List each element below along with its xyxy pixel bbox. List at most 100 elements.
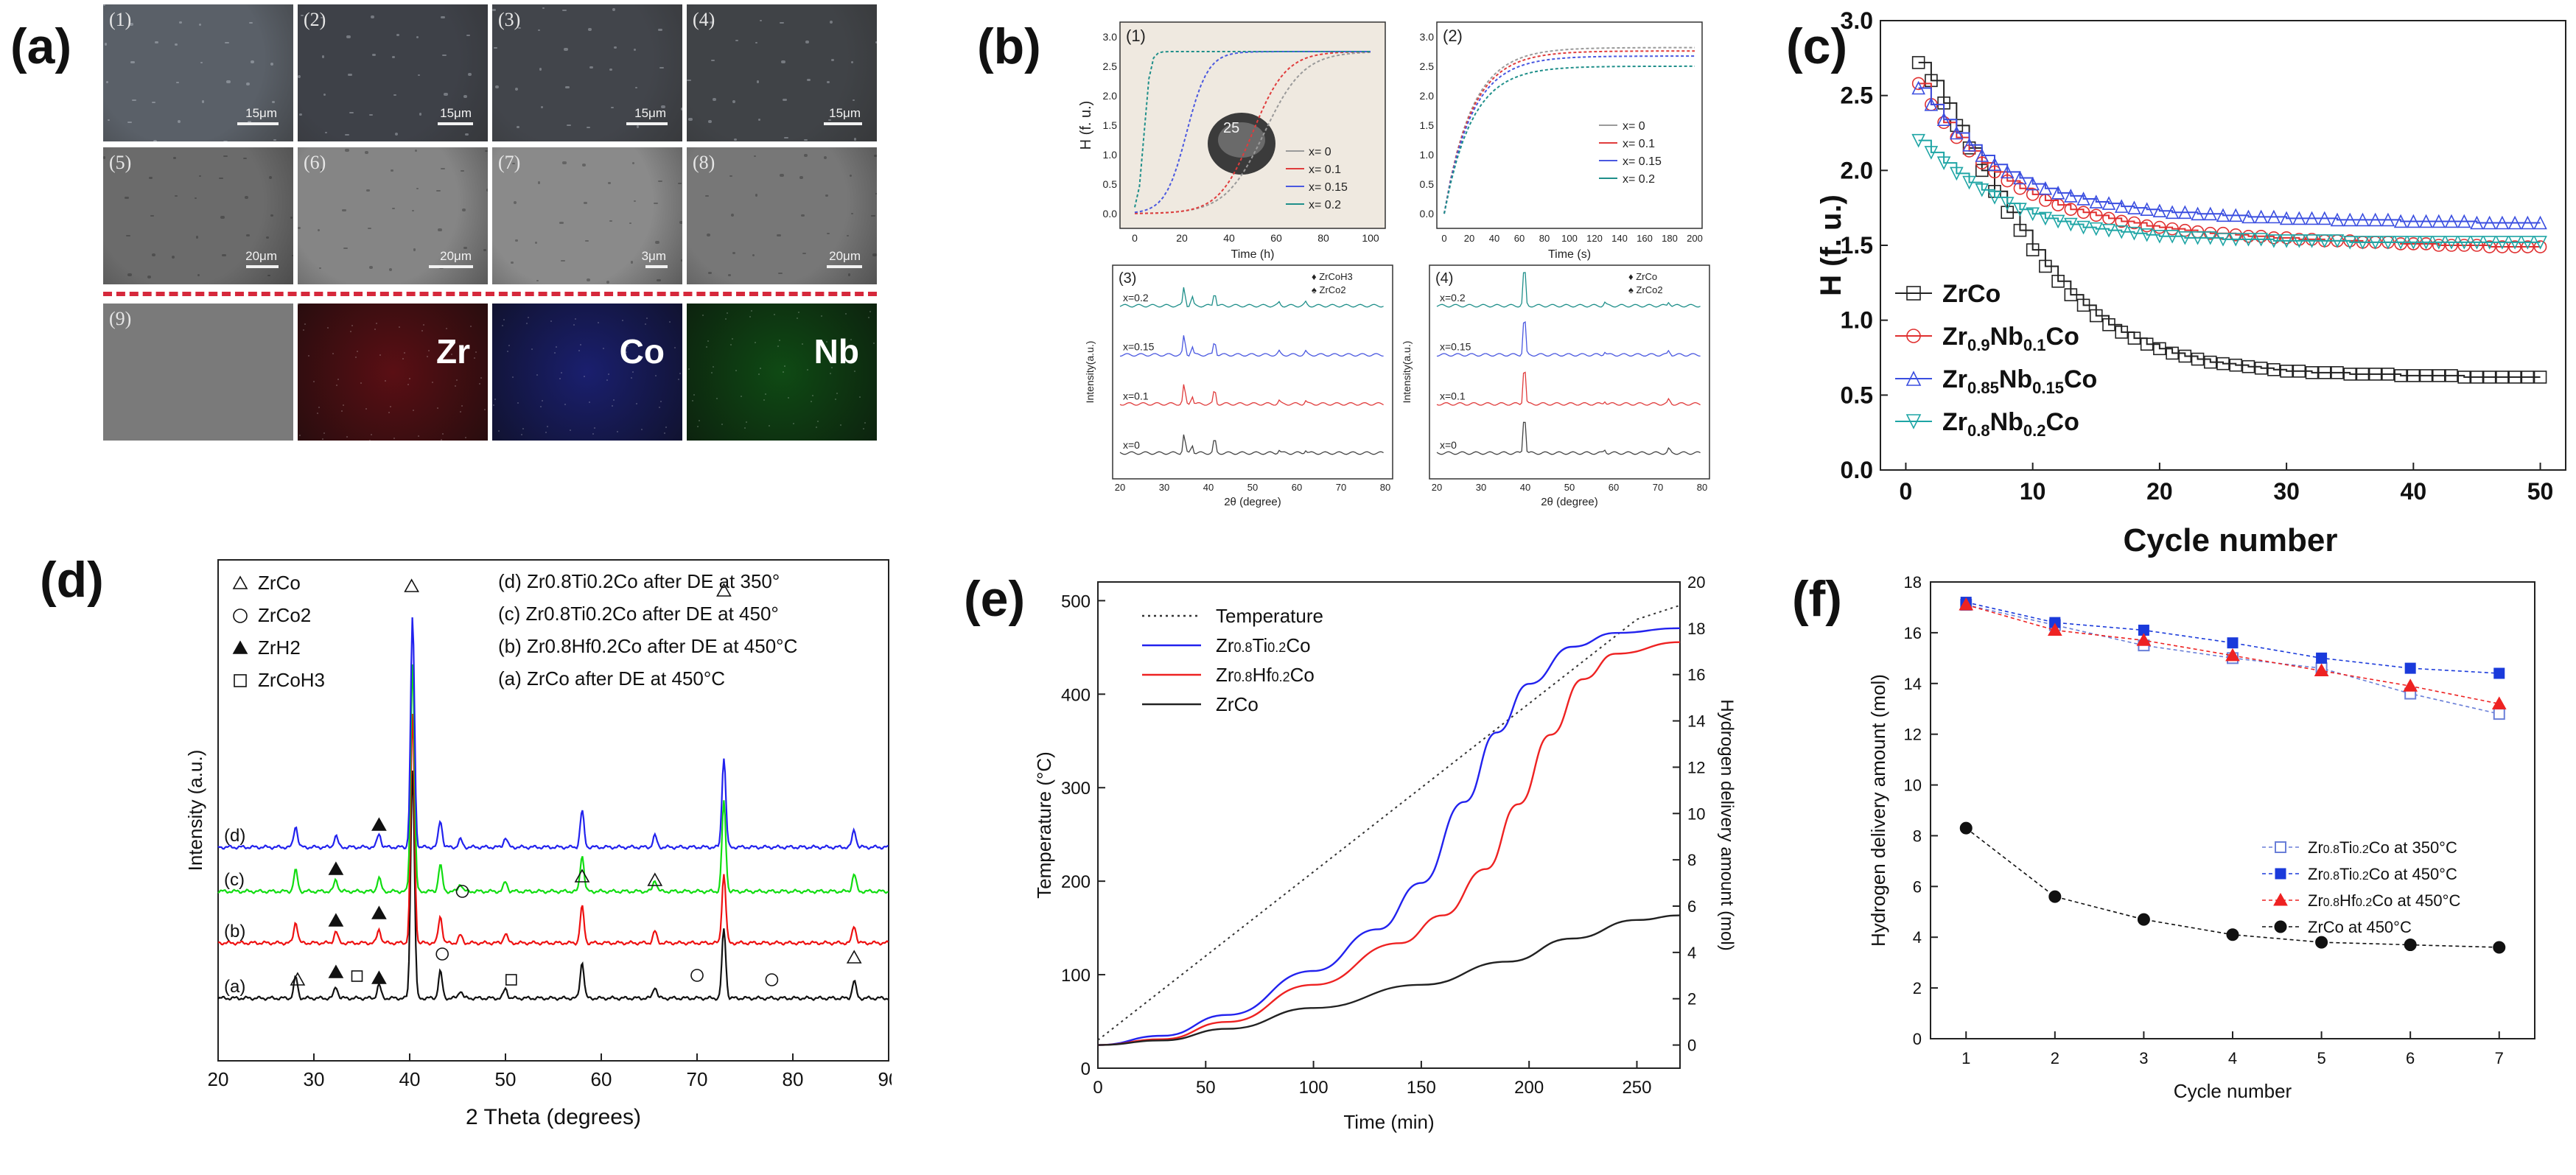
panel-e-chart: 0 100 200 300 400 500 0 2 4 6 8 10 12 14 16 18 20 0 50 100 1… (1017, 567, 1783, 1171)
e-xtick-label: 100 (1299, 1078, 1329, 1098)
e-y2tick-label: 6 (1687, 897, 1696, 916)
d-phase-marker (765, 973, 779, 986)
c-point (2267, 362, 2281, 376)
d-phase-marker (371, 905, 387, 919)
f-legend-label: Zr0.8Ti0.2Co at 350°C (2308, 838, 2457, 857)
micrograph-tile-6: (6) 20μm (298, 147, 488, 284)
c-point (2140, 337, 2154, 351)
c-point (2279, 234, 2294, 248)
sub4-pattern-3 (1436, 421, 1701, 455)
e-y2label: Hydrogen delivery amount (mol) (1717, 699, 1737, 950)
c-legend-label: Zr0.85Nb0.15Co (1942, 365, 2097, 397)
c-point (1936, 112, 1951, 126)
f-point (2491, 696, 2507, 709)
panel-b-composite: 25 (1) H (f. u.) 0.0 0.5 1.0 1.5 2.0 2.5 3.0 0 20 40… (1068, 0, 1754, 530)
c-point (2000, 164, 2015, 179)
c-point (2203, 355, 2217, 369)
d-legend-description: (d) Zr0.8Ti0.2Co after DE at 350° (498, 570, 780, 592)
scale-bar (438, 122, 473, 125)
sub2-legend-label: x= 0.2 (1623, 173, 1655, 186)
sub2-legend-label: x= 0 (1623, 120, 1645, 133)
c-point (2470, 215, 2484, 230)
sub3-pattern-3 (1119, 434, 1384, 455)
eds-map-zr: Zr (298, 304, 488, 441)
c-point (2356, 236, 2370, 250)
c-series-line-2 (1918, 87, 2541, 224)
d-phase-marker (371, 817, 387, 831)
sub2-xtick: 40 (1489, 233, 1499, 244)
c-point (2470, 236, 2484, 250)
f-xtick-label: 1 (1961, 1049, 1970, 1067)
c-point (2039, 259, 2052, 273)
c-point (2166, 346, 2179, 360)
f-point (1959, 821, 1973, 835)
tile-number: (6) (304, 152, 326, 173)
f-ytick-label: 14 (1904, 675, 1922, 693)
c-point (2101, 223, 2116, 238)
d-legend-symbol (233, 608, 248, 623)
c-point (2038, 211, 2053, 226)
c-point (2482, 240, 2496, 253)
sub2-xtick: 20 (1464, 233, 1474, 244)
c-point (1962, 137, 1976, 152)
micrograph-tile-3: (3) 15μm (492, 4, 682, 141)
sub4-pattern-0 (1436, 272, 1701, 308)
c-point (2292, 234, 2306, 248)
f-ytick-label: 0 (1913, 1030, 1922, 1048)
micrograph-tile-2: (2) 15μm (298, 4, 488, 141)
sub2-xtick: 180 (1662, 233, 1678, 244)
sub1-legend-label: x= 0.15 (1309, 181, 1348, 194)
f-point (2227, 637, 2239, 649)
c-point (2368, 236, 2382, 250)
sub2-xtick: 200 (1687, 233, 1703, 244)
sub4-curve-label: x=0.2 (1440, 292, 1466, 304)
sub3-ylabel: Intensity(a.u.) (1084, 341, 1096, 404)
f-legend-label: Zr0.8Ti0.2Co at 450°C (2308, 865, 2457, 883)
c-point (2305, 366, 2319, 379)
f-point (2403, 678, 2418, 692)
scale-bar-label: 15μm (440, 106, 472, 120)
c-point (2114, 199, 2129, 213)
c-point (2407, 369, 2421, 382)
e-xtick-label: 200 (1514, 1078, 1544, 1098)
c-ytick-label: 3.0 (1841, 7, 1873, 34)
tile-number: (4) (693, 9, 715, 30)
sub4-legend-label: ♦ ZrCo (1628, 271, 1657, 282)
sub2-curve-2 (1443, 55, 1695, 214)
c-point (2089, 309, 2103, 323)
c-point (2343, 368, 2357, 381)
d-phase-marker (290, 972, 306, 986)
c-point (2292, 211, 2306, 225)
f-ytick-label: 2 (1913, 979, 1922, 997)
e-legend-label: Temperature (1216, 605, 1323, 627)
scale-bar (237, 122, 279, 125)
d-pattern-label: (d) (224, 826, 245, 846)
sub3-pattern-0 (1119, 287, 1384, 308)
d-phase-marker (404, 578, 419, 592)
c-legend-label: ZrCo (1942, 280, 2001, 308)
f-point (1959, 597, 1974, 611)
c-point (1987, 191, 2002, 205)
sub1-legend-label: x= 0.2 (1309, 199, 1341, 211)
c-point (2076, 192, 2090, 206)
f-point (2314, 663, 2329, 677)
c-point (2076, 220, 2090, 235)
sub2-curve-1 (1443, 50, 1695, 214)
c-point (2038, 180, 2053, 195)
sub3-pattern-1 (1119, 335, 1384, 357)
c-ytick-label: 2.0 (1841, 157, 1873, 183)
c-point (2330, 234, 2345, 248)
c-series-line-1 (1918, 83, 2541, 248)
c-point (2051, 214, 2065, 229)
c-point (2381, 212, 2395, 227)
e-legend-label: Zr0.8Ti0.2Co (1216, 634, 1311, 656)
e-y2tick-label: 10 (1687, 804, 1705, 823)
d-phase-marker (846, 950, 862, 964)
e-ytick-label: 0 (1081, 1059, 1091, 1079)
f-point (2225, 648, 2240, 662)
c-point (2521, 371, 2535, 384)
c-point (2229, 358, 2243, 372)
c-point (1905, 414, 1922, 429)
